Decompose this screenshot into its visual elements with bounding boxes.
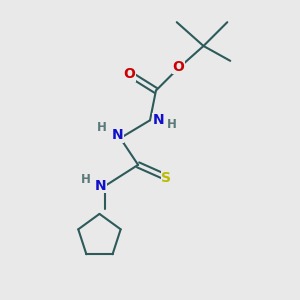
Text: H: H <box>167 118 177 131</box>
Text: O: O <box>123 67 135 81</box>
Text: N: N <box>152 113 164 127</box>
Text: S: S <box>161 171 171 185</box>
Text: N: N <box>112 128 123 142</box>
Text: H: H <box>97 121 107 134</box>
Text: H: H <box>81 172 90 186</box>
Text: N: N <box>95 179 107 193</box>
Text: O: O <box>172 60 184 74</box>
